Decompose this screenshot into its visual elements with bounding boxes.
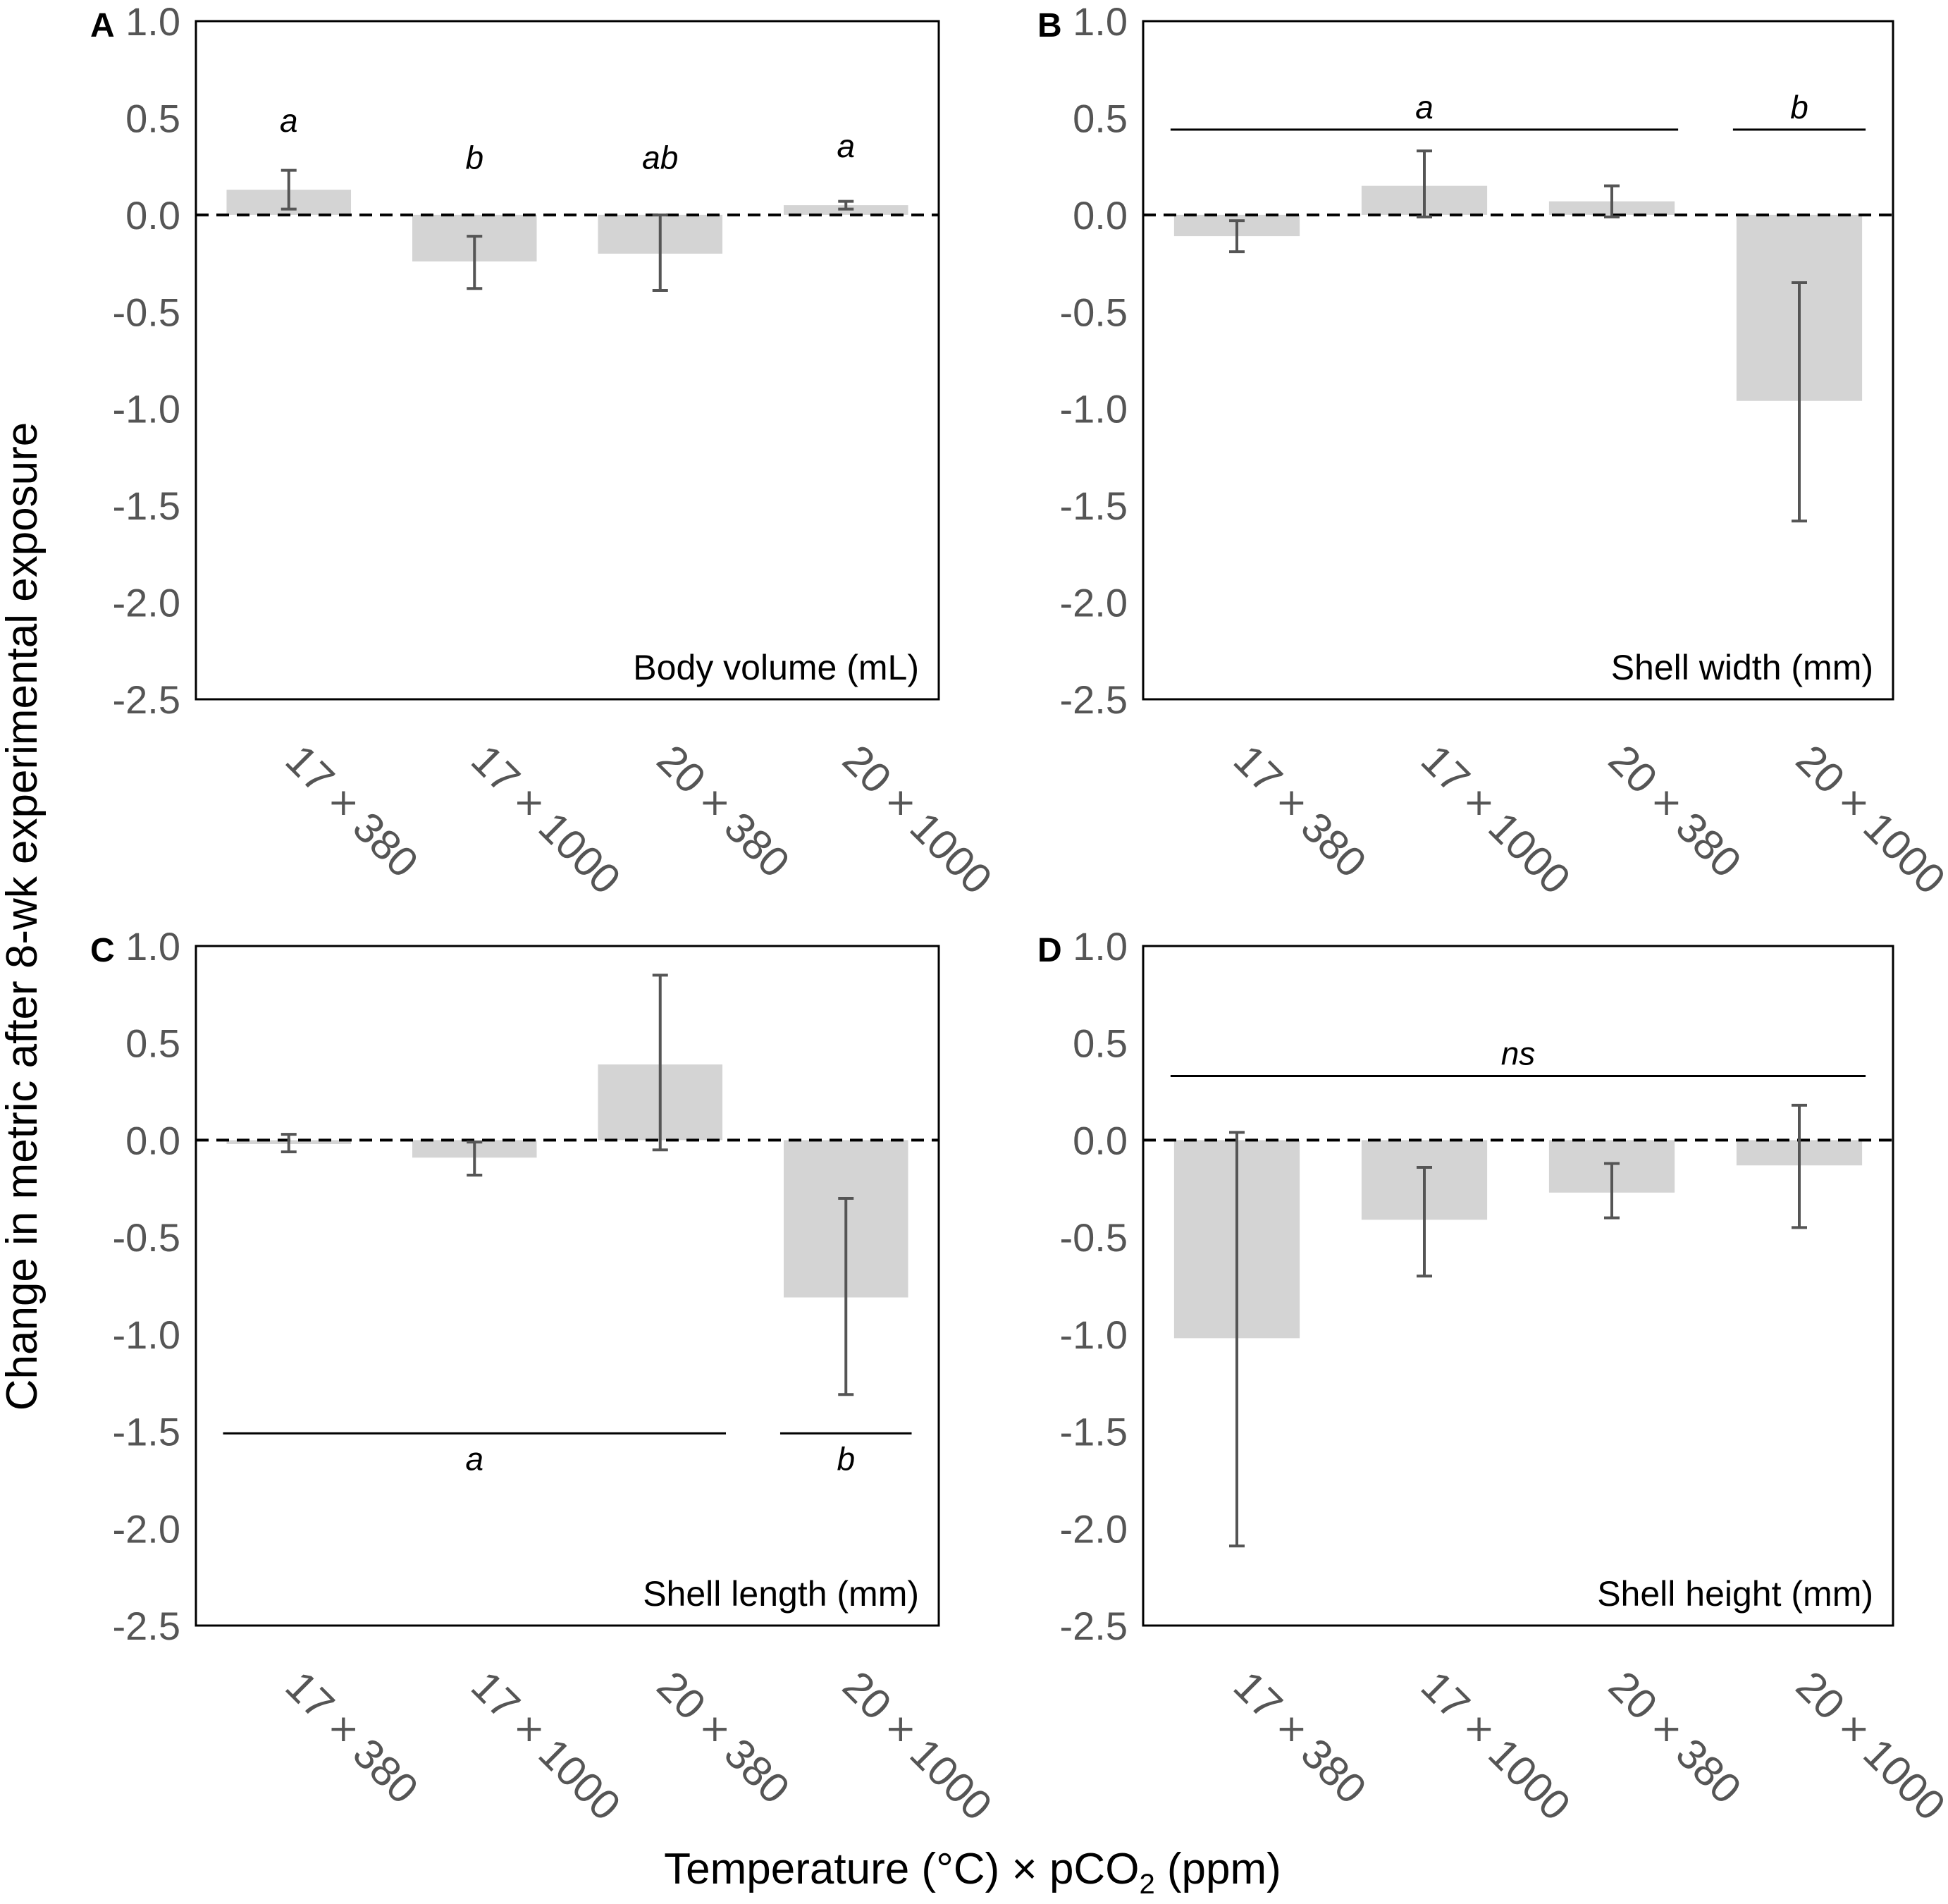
plot-frame	[1142, 945, 1894, 1627]
y-tick-label: 1.0	[1073, 924, 1128, 969]
chart-panel-c: 1.0 0.5 0.0 -0.5 -1.0 -1.5 -2.0 -2.5 17 × 380 17 …	[90, 924, 1001, 1829]
y-tick-label: 1.0	[125, 924, 180, 969]
chart-panel-b: 1.0 0.5 0.0 -0.5 -1.0 -1.5 -2.0 -2.5 17 × 380 17 …	[1037, 0, 1948, 903]
x-tick-label: 17 × 380	[277, 1662, 428, 1813]
error-bar	[467, 1141, 483, 1177]
y-tick-label: -2.0	[1060, 1506, 1128, 1551]
metric-label: Body volume (mL)	[633, 648, 919, 687]
error-bar	[652, 213, 668, 293]
y-tick-label: -2.0	[113, 581, 181, 625]
error-bar	[838, 1197, 854, 1396]
y-tick-label: 0.5	[125, 1021, 180, 1066]
significance-label: a	[465, 1440, 483, 1477]
y-tick-label: -0.5	[1060, 290, 1128, 334]
y-tick-label: 0.0	[125, 1118, 180, 1162]
significance-label: b	[465, 139, 483, 176]
y-tick-label: -1.0	[1060, 387, 1128, 431]
x-tick-label: 20 × 1000	[834, 1662, 1001, 1829]
chart-panel-a: 1.0 0.5 0.0 -0.5 -1.0 -1.5 -2.0 -2.5 17 × 380 17 …	[90, 0, 1001, 903]
significance-label: a	[837, 128, 855, 164]
x-axis-title: Temperature (°C) × pCO2 (ppm)	[664, 1845, 1281, 1900]
error-bar	[1229, 1131, 1245, 1548]
significance-label: a	[280, 102, 298, 139]
y-tick-label: -2.0	[113, 1506, 181, 1551]
y-tick-label: 1.0	[1073, 0, 1128, 44]
y-tick-label: -1.5	[113, 1410, 181, 1454]
y-tick-label: 1.0	[125, 0, 180, 44]
y-tick-label: -1.0	[113, 387, 181, 431]
error-bar	[652, 974, 668, 1152]
x-tick-label: 20 × 380	[648, 1662, 799, 1813]
panels: 1.00.50.0-0.5-1.0-1.5-2.0-2.517 × 380 17 …	[90, 0, 1948, 1829]
x-tick-label: 17 × 380	[277, 736, 428, 887]
y-tick-label: -1.5	[1060, 1410, 1128, 1454]
panel-letter: D	[1037, 932, 1062, 969]
y-tick-label: 0.5	[125, 96, 180, 140]
y-tick-label: -2.5	[113, 677, 181, 722]
y-tick-label: -2.0	[1060, 581, 1128, 625]
y-tick-label: -0.5	[1060, 1215, 1128, 1260]
panel-letter: C	[90, 932, 115, 969]
y-tick-label: 0.5	[1073, 96, 1128, 140]
error-bar	[281, 1133, 297, 1153]
plot-frame	[1142, 20, 1894, 701]
x-tick-label: 17 × 1000	[462, 736, 629, 903]
error-bar	[1792, 1103, 1807, 1229]
y-tick-label: 0.0	[1073, 193, 1128, 238]
x-tick-label: 17 × 380	[1225, 1662, 1376, 1813]
y-tick-label: -1.5	[1060, 484, 1128, 528]
x-axis-title-subscript: 2	[1139, 1869, 1154, 1900]
x-tick-label: 17 × 1000	[462, 1662, 629, 1829]
significance-label: a	[1415, 89, 1434, 125]
x-tick-label: 17 × 1000	[1412, 736, 1579, 903]
y-tick-label: -1.0	[1060, 1313, 1128, 1357]
x-tick-label: 17 × 1000	[1412, 1662, 1579, 1829]
error-bar	[1229, 219, 1245, 254]
error-bar	[467, 235, 483, 290]
y-tick-label: -1.0	[113, 1313, 181, 1357]
chart-panel-d: 1.0 0.5 0.0 -0.5 -1.0 -1.5 -2.0 -2.5 17 × 380 17 …	[1037, 924, 1948, 1829]
significance-label: b	[837, 1440, 855, 1477]
y-tick-label: -2.5	[113, 1604, 181, 1648]
x-tick-label: 20 × 380	[648, 736, 799, 887]
y-tick-label: -2.5	[1060, 677, 1128, 722]
metric-label: Shell length (mm)	[643, 1574, 919, 1614]
x-tick-label: 17 × 380	[1225, 736, 1376, 887]
significance-label: ns	[1501, 1036, 1536, 1072]
y-tick-label: 0.0	[1073, 1118, 1128, 1162]
significance-label: ab	[642, 139, 678, 176]
x-axis-title-main: Temperature (°C) × pCO	[664, 1845, 1139, 1893]
panel-letter: B	[1037, 7, 1062, 44]
x-axis-title-suffix: (ppm)	[1155, 1845, 1281, 1893]
x-tick-label: 20 × 380	[1600, 736, 1751, 887]
error-bar	[1604, 184, 1620, 219]
x-tick-label: 20 × 1000	[1787, 736, 1948, 903]
y-axis-title: Change in metric after 8-wk experimental…	[0, 422, 47, 1411]
y-tick-label: -1.5	[113, 484, 181, 528]
y-tick-label: -0.5	[113, 1215, 181, 1260]
error-bar	[1604, 1162, 1620, 1220]
error-bar	[281, 168, 297, 211]
error-bar	[1417, 1165, 1432, 1278]
error-bar	[838, 199, 854, 211]
metric-label: Shell height (mm)	[1597, 1574, 1873, 1614]
plot-frame	[195, 945, 940, 1627]
error-bar	[1417, 149, 1432, 219]
y-tick-label: 0.5	[1073, 1021, 1128, 1066]
y-tick-label: -0.5	[113, 290, 181, 334]
significance-label: b	[1790, 89, 1808, 125]
x-tick-label: 20 × 1000	[1787, 1662, 1948, 1829]
y-tick-label: -2.5	[1060, 1604, 1128, 1648]
plot-frame	[195, 20, 940, 701]
metric-label: Shell width (mm)	[1611, 648, 1873, 687]
x-tick-label: 20 × 1000	[834, 736, 1001, 903]
y-tick-label: 0.0	[125, 193, 180, 238]
error-bar	[1792, 281, 1807, 523]
panel-letter: A	[90, 7, 115, 44]
x-tick-label: 20 × 380	[1600, 1662, 1751, 1813]
